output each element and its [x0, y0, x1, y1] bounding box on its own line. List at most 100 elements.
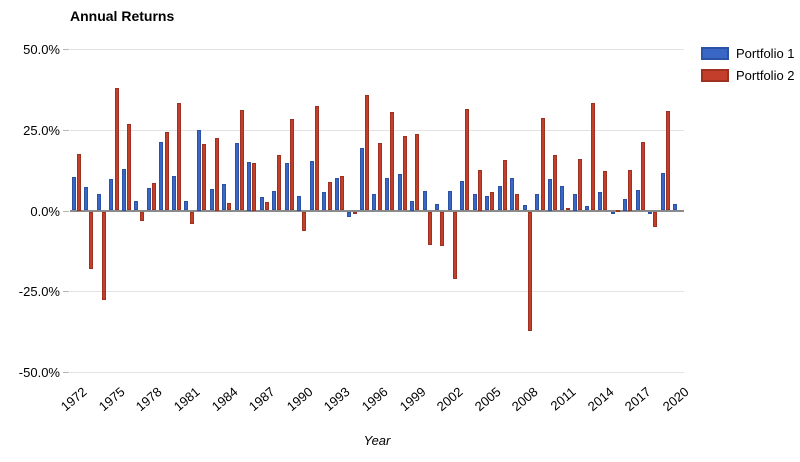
bar-portfolio-2-1999[interactable]: [415, 134, 420, 211]
bar-portfolio-1-2016[interactable]: [623, 198, 627, 211]
bar-portfolio-1-1977[interactable]: [134, 201, 139, 211]
bar-portfolio-2-2007[interactable]: [515, 193, 520, 211]
bar-portfolio-2-2016[interactable]: [628, 169, 633, 211]
bar-portfolio-2-2001[interactable]: [440, 211, 445, 247]
bar-portfolio-2-1998[interactable]: [402, 135, 407, 211]
bar-portfolio-1-1993[interactable]: [334, 177, 339, 211]
bar-portfolio-1-2010[interactable]: [547, 178, 552, 211]
bar-portfolio-1-1998[interactable]: [397, 173, 402, 211]
bar-portfolio-2-1973[interactable]: [89, 211, 94, 269]
bar-portfolio-2-2011[interactable]: [565, 207, 570, 211]
x-tick-label: 2020: [659, 384, 692, 415]
bar-portfolio-1-1991[interactable]: [309, 161, 314, 211]
bar-portfolio-2-1997[interactable]: [390, 111, 395, 211]
bar-portfolio-2-1979[interactable]: [164, 131, 169, 211]
bar-portfolio-1-1980[interactable]: [171, 175, 176, 211]
bar-portfolio-2-2019[interactable]: [665, 111, 670, 211]
bar-portfolio-1-1995[interactable]: [359, 148, 364, 211]
bar-portfolio-1-2007[interactable]: [510, 177, 515, 211]
bar-portfolio-2-2003[interactable]: [465, 108, 470, 211]
bar-portfolio-1-1979[interactable]: [159, 141, 164, 211]
bar-portfolio-1-2020[interactable]: [673, 204, 678, 211]
bar-portfolio-2-1993[interactable]: [340, 176, 344, 211]
bar-portfolio-1-2002[interactable]: [447, 191, 452, 211]
bar-portfolio-1-2011[interactable]: [560, 186, 565, 211]
bar-portfolio-1-1976[interactable]: [121, 168, 126, 211]
bar-portfolio-2-2009[interactable]: [540, 118, 545, 211]
bar-portfolio-2-2002[interactable]: [452, 211, 457, 279]
bar-portfolio-2-1983[interactable]: [214, 137, 219, 211]
zero-axis-line: [70, 209, 684, 212]
bar-portfolio-1-1983[interactable]: [209, 188, 214, 211]
bar-portfolio-1-1974[interactable]: [96, 194, 101, 211]
bar-portfolio-1-2017[interactable]: [635, 190, 640, 211]
bar-portfolio-2-1988[interactable]: [277, 154, 282, 211]
bar-portfolio-1-1978[interactable]: [146, 187, 151, 211]
bar-portfolio-2-2005[interactable]: [490, 191, 495, 211]
bar-portfolio-2-1980[interactable]: [177, 103, 182, 211]
bar-portfolio-1-1984[interactable]: [222, 184, 226, 211]
x-tick-label: 2002: [434, 384, 466, 415]
bar-portfolio-1-1996[interactable]: [372, 194, 377, 211]
bar-portfolio-2-2008[interactable]: [528, 211, 532, 331]
bar-portfolio-1-2000[interactable]: [422, 190, 427, 211]
bar-portfolio-2-2000[interactable]: [427, 211, 432, 245]
bar-portfolio-1-1987[interactable]: [259, 197, 264, 211]
bar-portfolio-2-1987[interactable]: [264, 202, 269, 211]
bar-portfolio-1-1994[interactable]: [347, 211, 352, 218]
bar-portfolio-1-2004[interactable]: [472, 194, 477, 211]
bar-portfolio-2-1989[interactable]: [289, 119, 294, 211]
bar-portfolio-2-1982[interactable]: [202, 144, 207, 211]
bar-portfolio-1-2014[interactable]: [598, 192, 602, 211]
bar-portfolio-2-2014[interactable]: [603, 171, 608, 211]
bar-portfolio-1-2008[interactable]: [522, 205, 527, 211]
bar-portfolio-1-2018[interactable]: [648, 211, 653, 215]
bar-portfolio-2-1990[interactable]: [302, 211, 307, 232]
bar-portfolio-2-1992[interactable]: [327, 182, 332, 211]
bar-portfolio-1-1997[interactable]: [384, 177, 389, 211]
bar-portfolio-2-1995[interactable]: [365, 94, 370, 211]
bar-portfolio-2-2004[interactable]: [477, 169, 482, 211]
bar-portfolio-2-1981[interactable]: [189, 211, 194, 225]
bar-portfolio-2-2015[interactable]: [615, 209, 620, 212]
bar-portfolio-2-1978[interactable]: [152, 182, 156, 211]
bar-portfolio-2-1991[interactable]: [314, 105, 319, 211]
bar-portfolio-2-1996[interactable]: [377, 142, 382, 211]
bar-portfolio-2-2010[interactable]: [553, 155, 557, 211]
bar-portfolio-1-1972[interactable]: [71, 176, 76, 211]
bar-portfolio-1-2006[interactable]: [497, 185, 502, 211]
bar-portfolio-1-1975[interactable]: [109, 178, 114, 211]
bar-portfolio-2-1974[interactable]: [101, 211, 106, 300]
bar-portfolio-1-1973[interactable]: [84, 187, 89, 211]
bar-portfolio-2-1972[interactable]: [76, 154, 81, 211]
bar-portfolio-1-2003[interactable]: [460, 181, 465, 211]
bar-portfolio-1-1990[interactable]: [297, 196, 302, 211]
bar-portfolio-2-2012[interactable]: [578, 158, 583, 211]
bar-portfolio-1-1985[interactable]: [234, 142, 239, 211]
bar-portfolio-2-1984[interactable]: [227, 202, 232, 211]
bar-portfolio-2-1986[interactable]: [252, 163, 257, 211]
bar-portfolio-1-2009[interactable]: [535, 193, 540, 211]
bar-portfolio-2-1994[interactable]: [352, 211, 357, 214]
bar-portfolio-2-1985[interactable]: [239, 109, 244, 211]
bar-portfolio-1-2001[interactable]: [435, 204, 440, 211]
bar-portfolio-1-2005[interactable]: [485, 195, 490, 211]
bar-portfolio-1-1988[interactable]: [272, 191, 277, 211]
bar-portfolio-1-1999[interactable]: [410, 200, 414, 211]
bar-portfolio-1-2019[interactable]: [660, 173, 665, 211]
bar-portfolio-1-2012[interactable]: [572, 194, 577, 211]
bar-portfolio-2-1976[interactable]: [127, 123, 131, 211]
bar-portfolio-1-1989[interactable]: [284, 162, 289, 211]
bar-portfolio-1-1986[interactable]: [247, 162, 252, 211]
bar-portfolio-1-1992[interactable]: [322, 192, 327, 211]
bar-portfolio-2-1977[interactable]: [139, 211, 144, 222]
bar-portfolio-2-1975[interactable]: [114, 88, 119, 211]
bar-portfolio-2-2018[interactable]: [653, 211, 658, 227]
bar-portfolio-1-1981[interactable]: [184, 200, 189, 211]
bar-portfolio-2-2006[interactable]: [502, 160, 507, 211]
bar-portfolio-1-1982[interactable]: [197, 129, 201, 211]
bar-portfolio-1-2013[interactable]: [585, 206, 590, 211]
bar-portfolio-1-2015[interactable]: [610, 211, 615, 214]
bar-portfolio-2-2017[interactable]: [640, 142, 645, 211]
bar-portfolio-2-2013[interactable]: [590, 102, 595, 211]
